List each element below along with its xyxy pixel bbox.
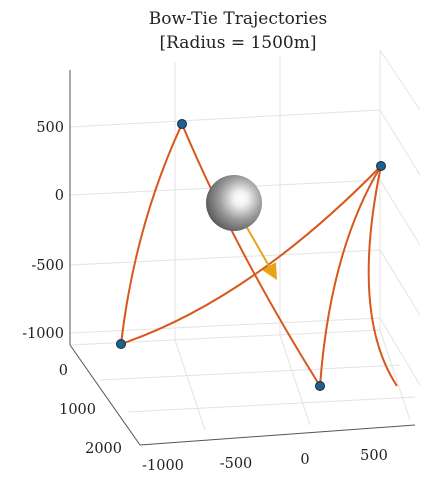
chart-title-line-1: Bow-Tie Trajectories [149, 9, 328, 29]
trajectory-node-3 [116, 339, 126, 349]
trajectory-segment-4 [120, 165, 382, 345]
trajectory-segment-1 [181, 123, 321, 387]
trajectory-segment-2 [319, 165, 382, 387]
grid-floor [69, 329, 416, 431]
y-tick-1000: 1000 [59, 402, 96, 418]
trajectory-segment-5 [120, 123, 183, 345]
z-tick-minus-1000: -1000 [22, 326, 64, 342]
trajectory-node-4 [315, 381, 325, 391]
x-axis-line [139, 424, 416, 446]
z-tick-minus-500: -500 [31, 258, 64, 274]
x-tick-0: 0 [300, 452, 309, 468]
trajectory-series [120, 123, 398, 387]
x-tick-500: 500 [360, 448, 388, 464]
trajectory-segment-3 [367, 165, 398, 387]
trajectory-node-1 [177, 119, 187, 129]
chart-title-line-2: [Radius = 1500m] [159, 33, 316, 53]
grid-right-wall [379, 49, 421, 386]
y-tick-0: 0 [59, 363, 68, 379]
central-sphere [206, 175, 262, 231]
y-tick-2000: 2000 [85, 441, 122, 457]
z-tick-500: 500 [36, 120, 64, 136]
x-tick-minus-500: -500 [220, 456, 253, 472]
z-tick-0: 0 [55, 188, 64, 204]
trajectory-node-2 [376, 161, 386, 171]
y-axis-line [69, 344, 141, 446]
x-tick-minus-1000: -1000 [142, 458, 184, 474]
